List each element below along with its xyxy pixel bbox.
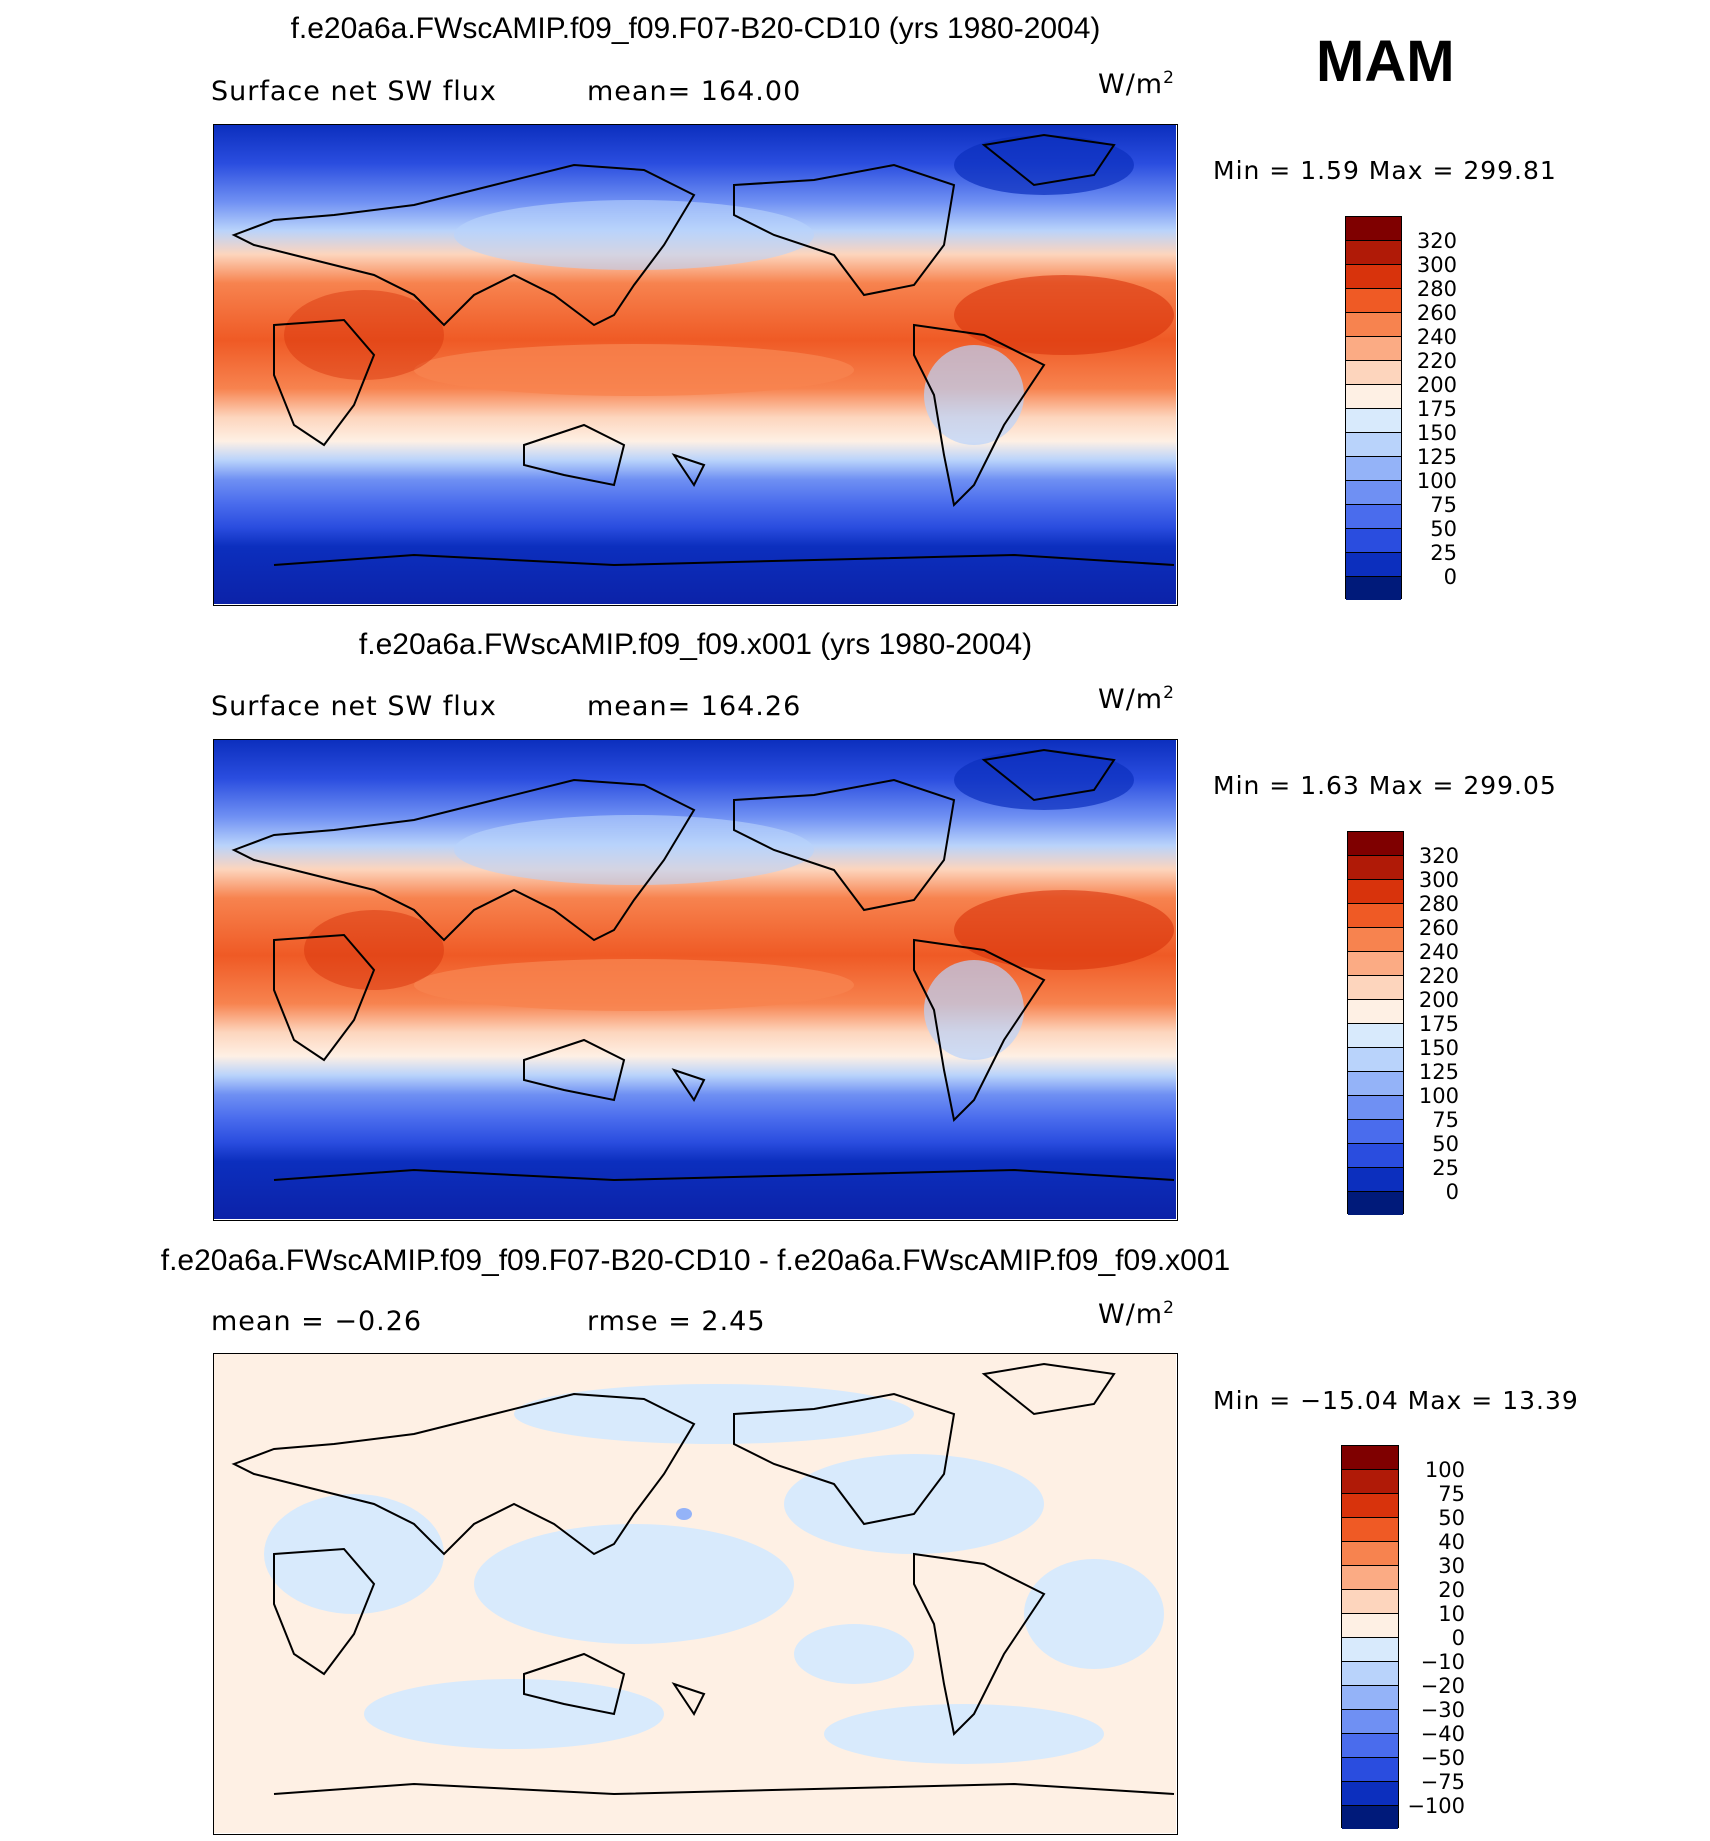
colorbar-label: 320 <box>1416 229 1457 253</box>
colorbar-label: 260 <box>1416 301 1457 325</box>
colorbar-label: 220 <box>1418 964 1459 988</box>
panel2-title: f.e20a6a.FWscAMIP.f09_f09.x001 (yrs 1980… <box>358 628 1033 661</box>
colorbar-label: 50 <box>1432 1132 1459 1156</box>
colorbar-label: 100 <box>1418 1084 1459 1108</box>
colorbar-label: 175 <box>1416 397 1457 421</box>
colorbar-label: 280 <box>1416 277 1457 301</box>
colorbar-label: −40 <box>1420 1722 1465 1746</box>
colorbar-label: 75 <box>1438 1482 1465 1506</box>
colorbar-label: 0 <box>1443 565 1457 589</box>
colorbar-label: −75 <box>1420 1770 1465 1794</box>
colorbar-label: 125 <box>1418 1060 1459 1084</box>
colorbar-label: 200 <box>1418 988 1459 1012</box>
panel3-colorbar <box>1341 1445 1399 1829</box>
season-label: MAM <box>1316 29 1455 94</box>
colorbar-label: 220 <box>1416 349 1457 373</box>
panel2-mean-label: mean= 164.26 <box>587 691 802 722</box>
colorbar-label: 175 <box>1418 1012 1459 1036</box>
panel2-colorbar <box>1347 831 1404 1215</box>
colorbar-label: 300 <box>1418 868 1459 892</box>
colorbar-label: 100 <box>1424 1458 1465 1482</box>
colorbar-label: 0 <box>1451 1626 1465 1650</box>
panel1-minmax: Min = 1.59 Max = 299.81 <box>1213 156 1557 185</box>
colorbar-label: −50 <box>1420 1746 1465 1770</box>
colorbar-label: 320 <box>1418 844 1459 868</box>
colorbar-label: 200 <box>1416 373 1457 397</box>
colorbar-label: 25 <box>1432 1156 1459 1180</box>
colorbar-label: 75 <box>1430 493 1457 517</box>
panel1-variable-label: Surface net SW flux <box>211 76 497 107</box>
colorbar-label: 30 <box>1438 1554 1465 1578</box>
colorbar-label: 50 <box>1430 517 1457 541</box>
panel2-variable-label: Surface net SW flux <box>211 691 497 722</box>
colorbar-label: 50 <box>1438 1506 1465 1530</box>
panel3-minmax: Min = −15.04 Max = 13.39 <box>1213 1386 1579 1415</box>
colorbar-label: 75 <box>1432 1108 1459 1132</box>
colorbar-label: 150 <box>1416 421 1457 445</box>
panel3-map <box>213 1353 1178 1835</box>
colorbar-label: 20 <box>1438 1578 1465 1602</box>
colorbar-label: 0 <box>1445 1180 1459 1204</box>
colorbar-label: 100 <box>1416 469 1457 493</box>
panel1-map <box>213 124 1178 606</box>
colorbar-label: 280 <box>1418 892 1459 916</box>
panel1-mean-label: mean= 164.00 <box>587 76 802 107</box>
colorbar-label: 240 <box>1418 940 1459 964</box>
colorbar-label: −20 <box>1420 1674 1465 1698</box>
colorbar-label: 125 <box>1416 445 1457 469</box>
colorbar-label: −100 <box>1407 1794 1465 1818</box>
colorbar-label: 260 <box>1418 916 1459 940</box>
colorbar-label: 40 <box>1438 1530 1465 1554</box>
colorbar-label: 240 <box>1416 325 1457 349</box>
panel1-colorbar <box>1345 216 1402 600</box>
panel1-units: W/m2 <box>1098 68 1175 100</box>
panel2-map-field <box>214 740 1176 1219</box>
panel3-title: f.e20a6a.FWscAMIP.f09_f09.F07-B20-CD10 -… <box>160 1244 1231 1277</box>
panel3-units: W/m2 <box>1098 1298 1175 1330</box>
panel3-map-field <box>214 1354 1176 1833</box>
colorbar-label: 25 <box>1430 541 1457 565</box>
colorbar-label: −30 <box>1420 1698 1465 1722</box>
panel2-map <box>213 739 1178 1221</box>
colorbar-label: 300 <box>1416 253 1457 277</box>
colorbar-label: −10 <box>1420 1650 1465 1674</box>
colorbar-label: 10 <box>1438 1602 1465 1626</box>
panel2-units: W/m2 <box>1098 683 1175 715</box>
panel3-mean-label: mean = −0.26 <box>211 1306 423 1337</box>
panel1-title: f.e20a6a.FWscAMIP.f09_f09.F07-B20-CD10 (… <box>290 12 1101 45</box>
panel1-map-field <box>214 125 1176 604</box>
colorbar-label: 150 <box>1418 1036 1459 1060</box>
panel2-minmax: Min = 1.63 Max = 299.05 <box>1213 771 1557 800</box>
panel3-rmse-label: rmse = 2.45 <box>587 1306 766 1337</box>
